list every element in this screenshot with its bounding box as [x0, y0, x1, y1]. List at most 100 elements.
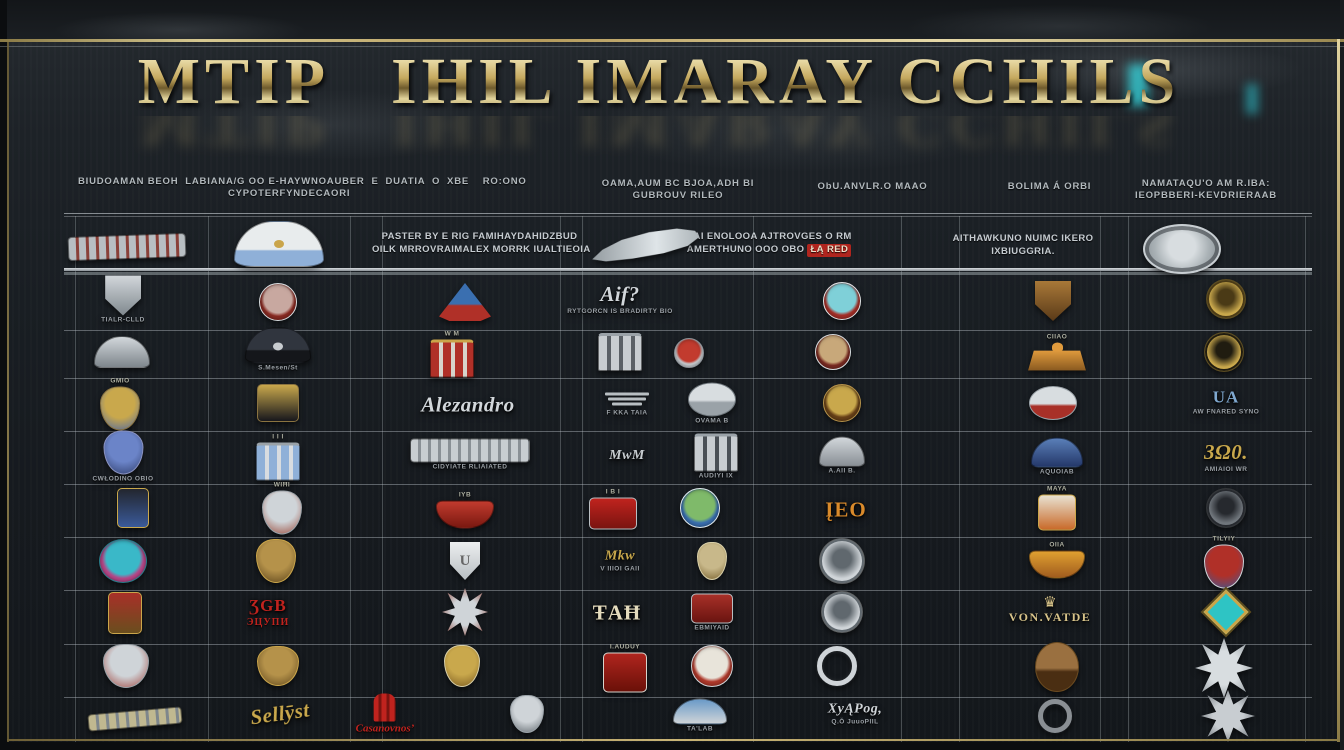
circle-emblem: [823, 384, 861, 422]
column-header: BOLIMA Á ORBI: [1007, 181, 1092, 192]
towers-emblem: [598, 333, 642, 371]
badge-shield: TIALR-CLLD: [101, 275, 145, 324]
badge-coin: [819, 538, 865, 584]
badge-ring: [1038, 699, 1072, 733]
band-caption: AITHAWKUNO NUIMC IKERO IXBIUGGRIA.: [952, 233, 1094, 257]
dome-emblem: [94, 336, 150, 368]
badge-oval: OVAMA B: [688, 382, 736, 425]
badge-script: Sеllȳst: [249, 697, 311, 730]
badge-label: Mkw: [604, 548, 636, 564]
crest-emblem: [103, 430, 143, 475]
badge-square: I.AUDUY: [603, 643, 647, 693]
badge-caption: AW FNARED SYNO: [1192, 408, 1260, 416]
badge-circle: [259, 283, 297, 321]
badge-cap: S.Mesen/St: [245, 327, 311, 372]
badge-caption: AQUOIAB: [1039, 468, 1075, 476]
diamond-emblem: [1203, 589, 1249, 635]
badge-square: [117, 488, 149, 528]
flower-emblem: [1195, 638, 1253, 698]
badge-text: ŦAĦ: [593, 601, 642, 626]
badge-cap: [234, 221, 324, 267]
circle-emblem: [680, 488, 720, 528]
crest-emblem: [510, 695, 544, 733]
oval-emblem: [1029, 386, 1077, 420]
badge-flower: [1201, 690, 1255, 742]
badge-script: XyĄPog, Q.Ŏ JuuoPIIL: [828, 701, 882, 726]
crest-emblem: [444, 645, 480, 687]
badge-square: EBMIYAID: [691, 593, 733, 632]
badge-label: VON.VATDE: [1008, 610, 1092, 624]
badge-crest: [103, 644, 149, 688]
badge-subtitle: ЭЦУПИ: [246, 617, 290, 628]
column-header: ObU.ANVLR.O MAAO: [817, 181, 928, 192]
badge-monument: CIIAO: [1028, 333, 1086, 371]
poster-title: MTIP IHIL IMARAY CCHILS: [0, 44, 1318, 120]
title-reflection: MTIP IHIL IMARAY CCHILS: [139, 116, 1179, 161]
boat-emblem: [436, 500, 494, 529]
grid-horizontal-line: [64, 378, 1312, 379]
badge-label: Aif?: [600, 281, 640, 306]
badge-caption-top: I B I: [605, 488, 621, 496]
coin-emblem: [1204, 332, 1244, 372]
badge-circle: [823, 282, 861, 320]
badge-label: Alezandro: [421, 392, 515, 417]
grid-vertical-line: [959, 216, 960, 744]
badge-towers: I I I: [256, 433, 300, 481]
grid-horizontal-line: [64, 213, 1312, 214]
badge-circle: [815, 334, 851, 370]
badge-caption-top: W M: [444, 330, 460, 338]
red-highlight-chip: ŁĄ RED: [807, 243, 852, 257]
badge-label: 3Ω0.: [1204, 439, 1248, 464]
ovalemblem-emblem: [1143, 224, 1221, 274]
badge-caption: TIALR-CLLD: [101, 316, 145, 324]
ring-emblem: [1038, 699, 1072, 733]
gold-eagle-icon: ♛: [1043, 594, 1057, 611]
towers-emblem: [430, 339, 474, 378]
badge-shield: [1035, 281, 1071, 321]
badge-circle: [674, 338, 704, 368]
circle-emblem: [674, 338, 704, 368]
grid-vertical-line: [1100, 216, 1101, 744]
square-emblem: [603, 652, 647, 693]
badge-label: U: [459, 552, 471, 569]
badge-crest: [444, 645, 480, 687]
circle-emblem: [259, 283, 297, 321]
square-emblem: [117, 488, 149, 528]
badge-script: Aif? RYTGORCN IS BRADIRTY BIO: [567, 282, 673, 316]
crest-emblem: [103, 644, 149, 688]
grid-vertical-line: [560, 216, 561, 744]
grid-horizontal-line: [64, 484, 1312, 485]
square-emblem: [257, 384, 299, 422]
badge-boat: OIIA: [1029, 541, 1085, 579]
badge-caption: V IIIOI GAII: [600, 565, 640, 573]
frame-gold-line-bottom: [7, 739, 1340, 741]
frame-gold-line-left: [7, 42, 9, 742]
badge-square: [108, 592, 142, 634]
badge-caption: F KKA TAIA: [606, 409, 648, 417]
badge-crest: [256, 539, 296, 583]
badge-eagletext: ♛ VON.VATDE: [1008, 594, 1092, 625]
badge-crest: GMIO: [100, 377, 140, 431]
square-emblem: [589, 497, 637, 530]
badge-caption-top: WIĦI: [273, 481, 291, 489]
column-header: OAMA,AUM BC BJOA,ADH BI GUBROUV RILEO: [601, 178, 755, 201]
badge-text: UA AW FNARED SYNO: [1193, 387, 1260, 416]
badge-caption-top: CIIAO: [1046, 333, 1068, 341]
frame-grey-line-top: [0, 46, 1344, 47]
badge-dome: [94, 336, 150, 368]
badge-crest: [257, 646, 299, 686]
frame-gold-line-top: [0, 39, 1344, 42]
badge-caption: RYTGORCN IS BRADIRTY BIO: [567, 307, 673, 315]
badge-oval: [1035, 642, 1079, 692]
badge-bar: [87, 706, 183, 732]
badge-caption-top: I I I: [272, 433, 284, 441]
badge-crest: TILYIY: [1204, 535, 1244, 589]
badge-label: XyĄPog,: [827, 701, 883, 717]
badge-circle: [680, 488, 720, 528]
boat-emblem: [1029, 550, 1085, 579]
badge-dome: TA'LAB: [673, 698, 727, 733]
badge-label: MwM: [609, 448, 645, 463]
badge-caption-top: TILYIY: [1212, 535, 1236, 543]
badge-bar: [67, 232, 187, 262]
